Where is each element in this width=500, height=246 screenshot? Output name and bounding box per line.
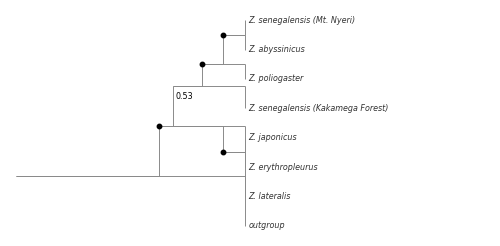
Text: 0.53: 0.53	[176, 92, 193, 101]
Text: Z. lateralis: Z. lateralis	[248, 192, 290, 201]
Text: Z. erythropleurus: Z. erythropleurus	[248, 163, 318, 172]
Text: Z. abyssinicus: Z. abyssinicus	[248, 45, 305, 54]
Text: Z. senegalensis (Kakamega Forest): Z. senegalensis (Kakamega Forest)	[248, 104, 388, 113]
Text: Z. poliogaster: Z. poliogaster	[248, 74, 304, 83]
Text: Z. senegalensis (Mt. Nyeri): Z. senegalensis (Mt. Nyeri)	[248, 15, 356, 25]
Text: Z. japonicus: Z. japonicus	[248, 133, 297, 142]
Text: outgroup: outgroup	[248, 221, 285, 231]
